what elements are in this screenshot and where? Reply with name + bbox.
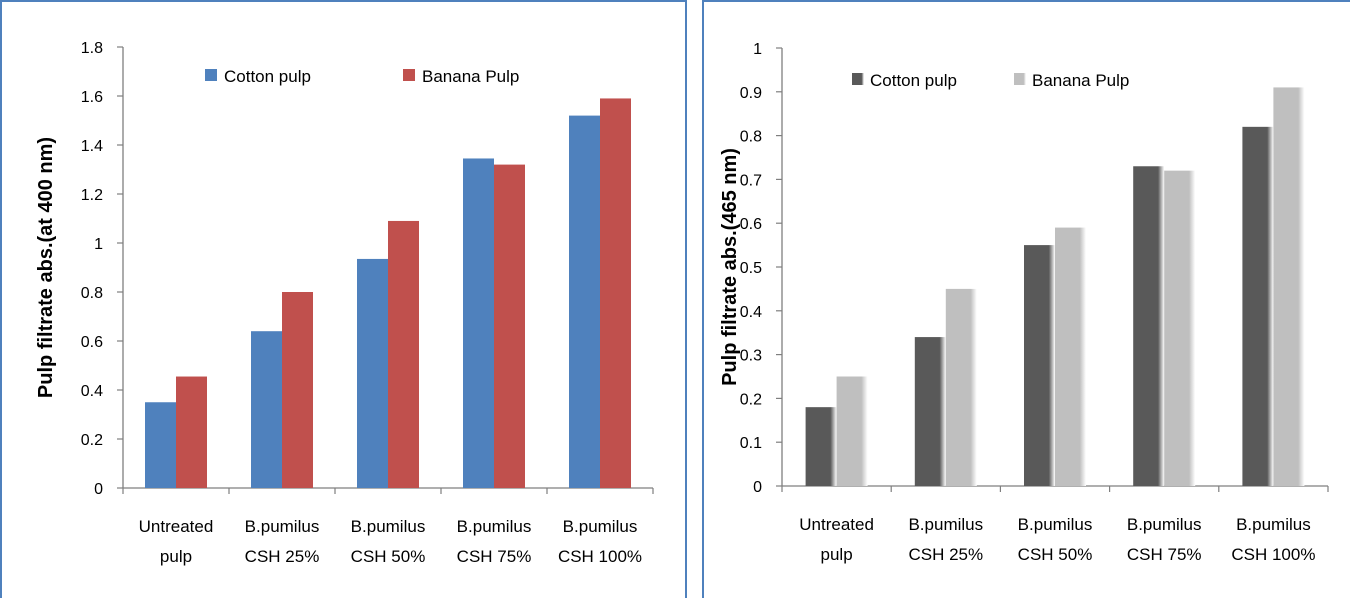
y-axis-title: Pulp filtrate abs.(at 400 nm) <box>35 137 57 398</box>
x-category-label: pulp <box>821 545 853 564</box>
y-tick-label: 0.2 <box>81 432 103 449</box>
x-category-label: B.pumilus <box>1127 515 1202 534</box>
y-tick-label: 1 <box>94 236 103 253</box>
x-category-label: CSH 100% <box>558 547 642 566</box>
bar-banana-pulp <box>600 98 631 488</box>
x-category-label: CSH 25% <box>908 545 983 564</box>
legend-label: Banana Pulp <box>1032 71 1129 90</box>
bar-cotton-pulp <box>463 158 494 488</box>
y-tick-label: 0.1 <box>740 435 762 452</box>
x-category-label: CSH 50% <box>1018 545 1093 564</box>
legend-label: Cotton pulp <box>870 71 957 90</box>
legend-label: Banana Pulp <box>422 67 519 86</box>
y-tick-label: 1.6 <box>81 89 103 106</box>
y-tick-label: 1.2 <box>81 187 103 204</box>
y-tick-label: 1.8 <box>81 40 103 57</box>
legend-swatch <box>1014 73 1026 85</box>
y-axis-title: Pulp filtrate abs.(465 nm) <box>719 148 741 386</box>
bar-banana-pulp <box>945 288 977 486</box>
bar-banana-pulp <box>494 164 525 488</box>
y-tick-label: 0.4 <box>740 304 762 321</box>
x-category-label: CSH 100% <box>1231 545 1315 564</box>
bar-cotton-pulp <box>357 258 388 488</box>
left-bar-chart: 0 0.2 0.4 0.6 0.8 1 1.2 1.4 1.6 1.8 Untreated pulp B… <box>35 40 654 566</box>
y-tick-label: 0 <box>94 481 103 498</box>
right-bar-chart: 0 0.1 0.2 0.3 0.4 0.5 0.6 0.7 0.8 0.9 1 Untreated pu… <box>719 41 1329 564</box>
bar-banana-pulp <box>176 376 207 488</box>
bar-cotton-pulp <box>1133 166 1165 486</box>
right-chart-panel: 0 0.1 0.2 0.3 0.4 0.5 0.6 0.7 0.8 0.9 1 Untreated pu… <box>702 0 1350 598</box>
left-chart-panel: 0 0.2 0.4 0.6 0.8 1 1.2 1.4 1.6 1.8 Untreated pulp B… <box>0 0 687 598</box>
y-tick-label: 0.2 <box>740 391 762 408</box>
bar-cotton-pulp <box>145 402 176 488</box>
x-category-label: B.pumilus <box>563 517 638 536</box>
legend-swatch <box>852 73 864 85</box>
x-category-label: CSH 50% <box>351 547 426 566</box>
y-tick-label: 0.3 <box>740 348 762 365</box>
x-category-label: B.pumilus <box>457 517 532 536</box>
bar-banana-pulp <box>1055 227 1086 486</box>
legend-label: Cotton pulp <box>224 67 311 86</box>
x-category-label: Untreated <box>799 515 874 534</box>
bar-cotton-pulp <box>569 115 600 488</box>
bar-cotton-pulp <box>251 331 282 488</box>
y-tick-label: 0.4 <box>81 383 103 400</box>
legend-swatch <box>205 69 217 81</box>
bar-cotton-pulp <box>1024 245 1055 486</box>
bar-banana-pulp <box>1273 87 1305 487</box>
bar-banana-pulp <box>836 376 868 486</box>
bar-cotton-pulp <box>1242 126 1274 486</box>
y-tick-label: 0.8 <box>740 129 762 146</box>
x-category-label: CSH 25% <box>245 547 320 566</box>
y-tick-label: 0.8 <box>81 285 103 302</box>
bar-banana-pulp <box>1164 170 1196 486</box>
y-tick-label: 0.9 <box>740 85 762 102</box>
bar-banana-pulp <box>282 292 313 488</box>
x-category-label: Untreated <box>139 517 214 536</box>
legend-swatch <box>403 69 415 81</box>
x-category-label: pulp <box>160 547 192 566</box>
bar-cotton-pulp <box>914 337 946 486</box>
x-category-label: B.pumilus <box>351 517 426 536</box>
y-tick-label: 1 <box>753 41 762 58</box>
x-category-label: B.pumilus <box>1018 515 1093 534</box>
y-tick-label: 0 <box>753 479 762 496</box>
x-category-label: CSH 75% <box>1127 545 1202 564</box>
bar-banana-pulp <box>388 220 419 488</box>
y-tick-label: 0.6 <box>81 334 103 351</box>
y-tick-label: 0.6 <box>740 216 762 233</box>
bar-cotton-pulp <box>805 407 837 486</box>
y-tick-label: 1.4 <box>81 138 103 155</box>
y-tick-label: 0.7 <box>740 172 762 189</box>
x-category-label: CSH 75% <box>457 547 532 566</box>
x-category-label: B.pumilus <box>1236 515 1311 534</box>
x-category-label: B.pumilus <box>908 515 983 534</box>
y-tick-label: 0.5 <box>740 260 762 277</box>
x-category-label: B.pumilus <box>245 517 320 536</box>
